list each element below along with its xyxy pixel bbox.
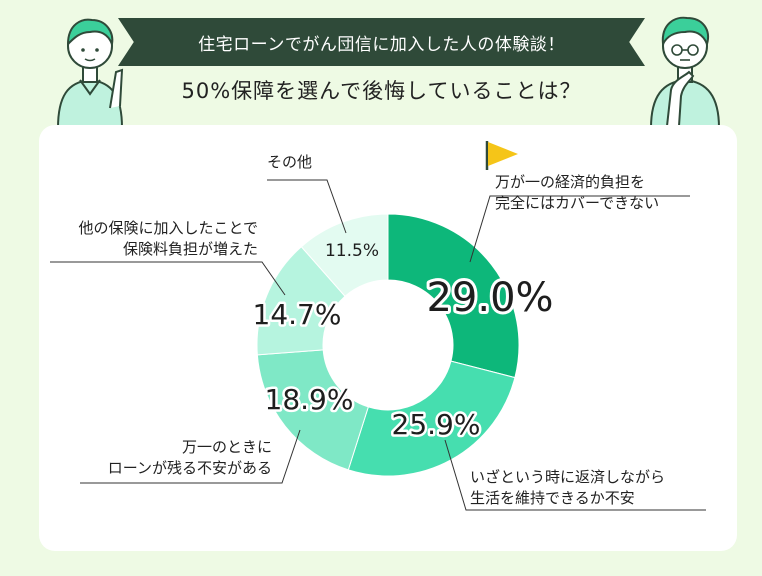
slice-label-1-line-0: いざという時に返済しながら xyxy=(470,468,666,486)
donut-slice-0 xyxy=(387,213,520,379)
leader-line-4 xyxy=(267,179,347,234)
slice-label-2: 万一のときに ローンが残る不安がある xyxy=(70,437,272,479)
donut-slice-4 xyxy=(300,213,389,297)
flag-icon xyxy=(485,141,518,170)
slice-label-3-line-1: 保険料負担が増えた xyxy=(122,240,258,258)
question-title: 50%保障を選んで後悔していることは？ xyxy=(181,79,582,103)
slice-label-1: いざという時に返済しながら 生活を維持できるか不安 xyxy=(470,467,665,509)
slice-label-1-line-1: 生活を維持できるか不安 xyxy=(470,489,635,507)
slice-label-0-line-0: 万が一の経済的負担を xyxy=(495,173,646,191)
slice-value-1: 25.9% xyxy=(392,408,481,441)
slice-value-3: 14.7% xyxy=(253,298,342,331)
leader-line-1 xyxy=(444,439,706,511)
title-banner: 住宅ローンでがん団信に加入した人の体験談！ xyxy=(118,18,645,66)
person-illustration-right xyxy=(649,16,721,128)
leader-line-0 xyxy=(469,195,690,263)
slice-value-0: 29.0% xyxy=(426,275,553,321)
person-illustration-left xyxy=(56,18,124,128)
leader-line-3 xyxy=(50,261,286,296)
slice-label-0-line-1: 完全にはカバーできない xyxy=(495,194,660,212)
slice-value-4: 11.5% xyxy=(325,241,379,261)
donut-slice-2 xyxy=(256,349,369,471)
slice-label-3-line-0: 他の保険に加入したことで xyxy=(78,219,258,237)
leader-line-2 xyxy=(80,429,301,484)
slice-label-2-line-0: 万一のときに xyxy=(181,438,272,456)
slice-label-2-line-1: ローンが残る不安がある xyxy=(107,459,272,477)
donut-slice-1 xyxy=(347,360,516,477)
slice-label-4-line-0: その他 xyxy=(267,153,313,171)
slice-label-4: その他 xyxy=(267,152,312,173)
slice-label-3: 他の保険に加入したことで 保険料負担が増えた xyxy=(40,218,258,260)
slice-value-2: 18.9% xyxy=(265,383,354,416)
slice-label-0: 万が一の経済的負担を 完全にはカバーできない xyxy=(495,172,659,214)
